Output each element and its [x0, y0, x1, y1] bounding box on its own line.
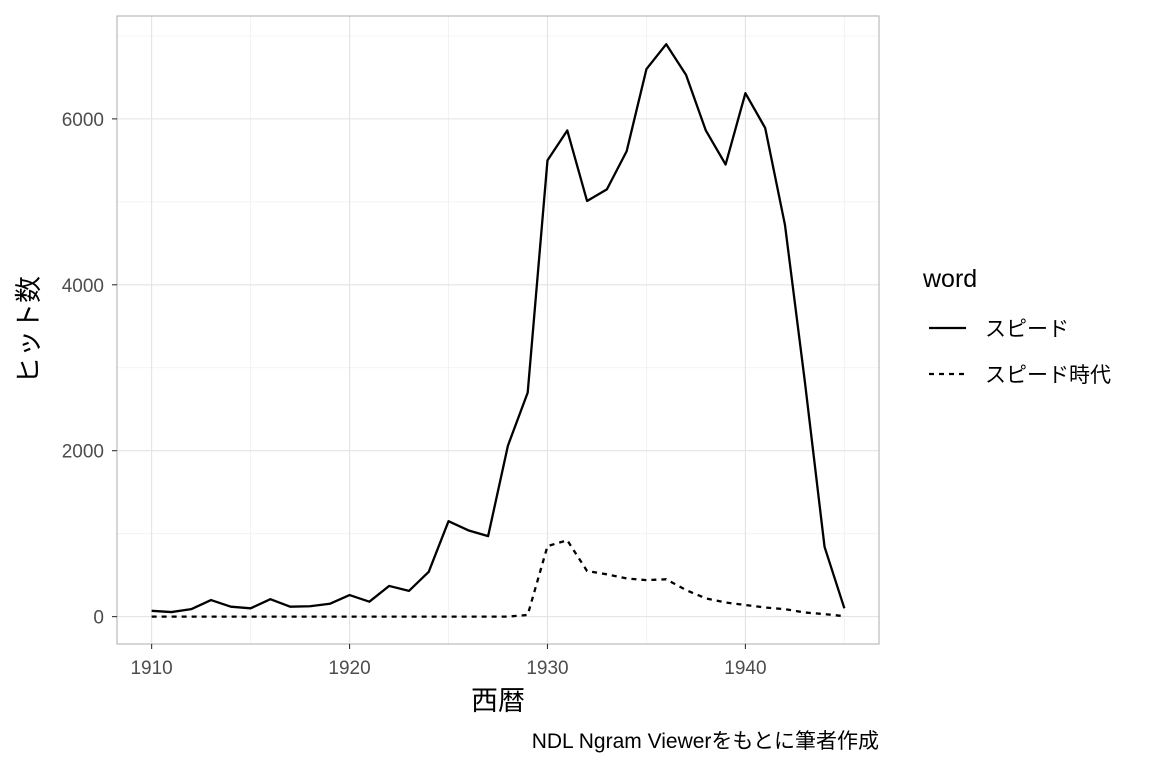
panel-background — [117, 16, 879, 644]
series-line — [151, 43, 846, 614]
y-tick-label: 4000 — [62, 276, 104, 297]
x-tick-label: 1930 — [526, 658, 568, 679]
series-lines — [151, 43, 846, 618]
y-tick-label: 6000 — [62, 110, 104, 131]
legend-title: word — [922, 265, 977, 293]
y-tick-label: 0 — [93, 608, 104, 629]
x-tick-label: 1910 — [130, 658, 172, 679]
legend-label: スピード時代 — [985, 364, 1111, 387]
grid-lines — [117, 16, 879, 644]
y-axis-label: ヒット数 — [14, 276, 44, 384]
legend-label: スピード — [985, 318, 1069, 341]
caption: NDL Ngram Viewerをもとに筆者作成 — [532, 730, 879, 753]
x-tick-label: 1920 — [328, 658, 370, 679]
series-line — [151, 539, 845, 618]
y-tick-label: 2000 — [62, 442, 104, 463]
x-tick-label: 1940 — [724, 658, 766, 679]
x-axis-label: 西暦 — [471, 686, 525, 716]
panel-border — [116, 15, 880, 645]
axes: 1910 1920 1930 1940 0 2000 4000 6000 — [62, 110, 767, 679]
